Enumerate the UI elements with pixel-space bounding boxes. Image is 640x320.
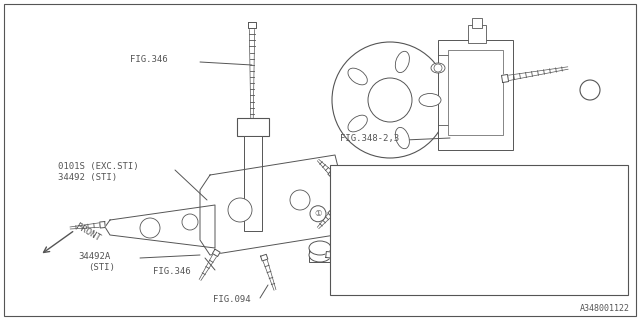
Text: M000193(-0809): M000193(-0809) [334,177,404,186]
Ellipse shape [396,127,410,149]
Text: FIG.346: FIG.346 [366,247,404,257]
Ellipse shape [348,115,367,132]
Bar [330,165,628,295]
Bar [448,50,503,135]
Text: M000370(0903-): M000370(0903-) [334,242,404,251]
Text: M000339(0810-0902): M000339(0810-0902) [334,209,424,218]
Text: 34492 (STI): 34492 (STI) [58,173,117,182]
Circle shape [310,206,326,222]
Text: FIG.346: FIG.346 [130,54,168,63]
Text: 34445A: 34445A [334,274,364,283]
Text: (STI): (STI) [88,263,115,272]
Polygon shape [105,205,215,248]
Text: FIG.346: FIG.346 [360,171,397,180]
Text: FRONT: FRONT [74,222,101,243]
Text: FIG.346: FIG.346 [360,201,397,210]
Polygon shape [260,254,268,261]
Text: ①: ① [587,85,593,95]
Circle shape [182,214,198,230]
Text: FIG.346: FIG.346 [153,267,191,276]
Ellipse shape [309,248,331,262]
Polygon shape [328,170,335,178]
Ellipse shape [431,63,445,73]
Text: ①: ① [314,209,322,218]
Polygon shape [248,22,255,28]
Polygon shape [100,221,105,228]
Polygon shape [326,252,332,258]
Circle shape [434,64,442,72]
Text: <TURBO>: <TURBO> [494,274,529,283]
Circle shape [228,198,252,222]
Ellipse shape [348,68,367,85]
Ellipse shape [309,241,331,255]
Text: 34492A: 34492A [78,252,110,261]
Bar [237,118,269,136]
Bar [438,40,513,150]
Circle shape [368,78,412,122]
Bar [244,136,262,231]
Ellipse shape [396,51,410,73]
Bar [472,18,482,28]
Text: <NA>: <NA> [494,177,514,186]
Circle shape [332,42,448,158]
Text: FIG.094: FIG.094 [213,295,251,305]
Circle shape [290,190,310,210]
Text: A348001122: A348001122 [580,304,630,313]
Polygon shape [328,209,335,217]
Polygon shape [200,155,340,255]
Ellipse shape [419,93,441,107]
Bar [468,25,486,43]
Circle shape [580,80,600,100]
Bar [309,248,331,262]
Text: FIG.348-2,3: FIG.348-2,3 [340,133,399,142]
Circle shape [140,218,160,238]
Text: 0101S (EXC.STI): 0101S (EXC.STI) [58,162,139,171]
Polygon shape [502,75,509,83]
Polygon shape [212,249,220,257]
